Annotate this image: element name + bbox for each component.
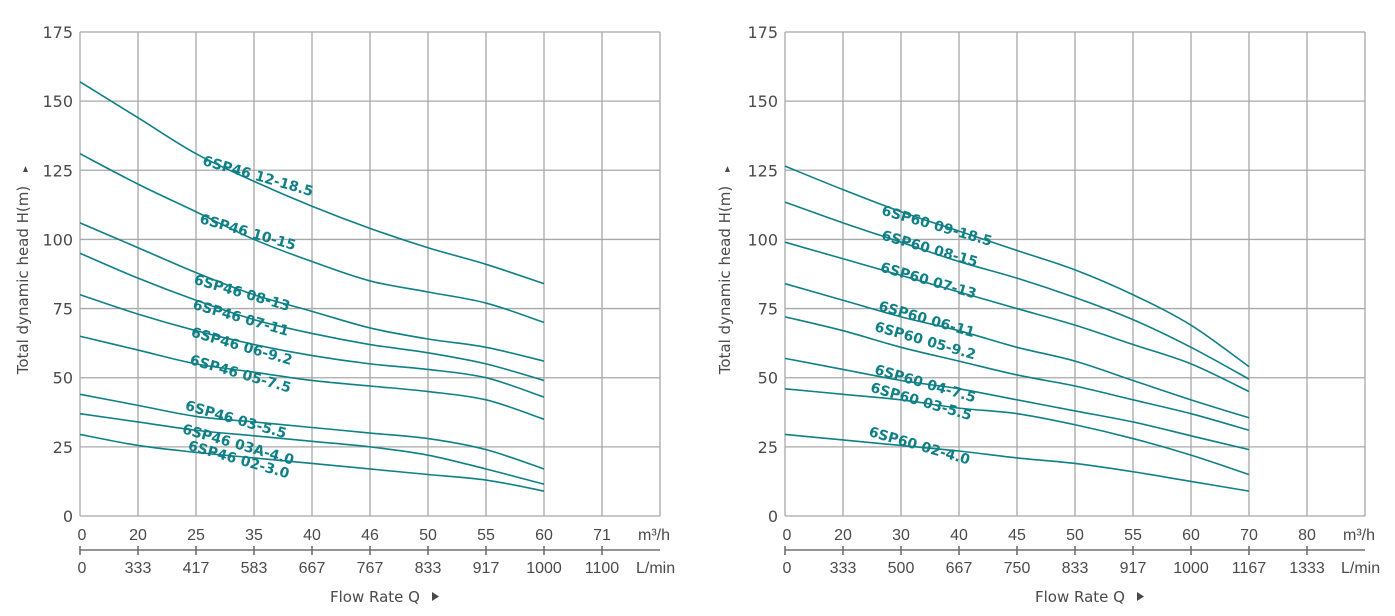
y-axis-title: Total dynamic head H(m) — [716, 186, 734, 376]
y-tick-label: 100 — [42, 230, 73, 249]
y-axis-arrow-icon — [23, 166, 28, 172]
y-tick-label: 25 — [53, 438, 73, 457]
y-tick-label: 125 — [747, 161, 778, 180]
x-tick-label-m3h: 25 — [187, 527, 205, 544]
y-tick-label: 150 — [42, 92, 73, 111]
curve-6sp60-05-9-2 — [784, 316, 1250, 432]
x-tick-label-lmin: 0 — [78, 560, 87, 577]
x-axis-title: Flow Rate Q — [1035, 588, 1125, 606]
x-tick-label-m3h: 20 — [834, 527, 852, 544]
y-axis-arrow-icon — [725, 166, 730, 172]
x-tick-label-lmin: 1000 — [526, 560, 562, 577]
x-tick-label-lmin: 833 — [415, 560, 442, 577]
x-tick-label-lmin: 1000 — [1173, 560, 1209, 577]
x-axis-arrow-icon — [1137, 592, 1144, 601]
x-unit-lmin: L/min — [1341, 560, 1380, 577]
curve-6sp60-08-15 — [784, 201, 1250, 380]
curve-6sp60-09-18-5 — [784, 165, 1250, 368]
x-tick-label-m3h: 35 — [245, 527, 263, 544]
curve-6sp46-05-7-5 — [79, 335, 545, 420]
x-tick-label-m3h: 40 — [303, 527, 321, 544]
x-tick-label-m3h: 70 — [1240, 527, 1258, 544]
y-tick-label: 50 — [758, 369, 778, 388]
x-tick-label-lmin: 583 — [241, 560, 268, 577]
x-tick-label-m3h: 0 — [783, 527, 792, 544]
x-tick-label-lmin: 917 — [473, 560, 500, 577]
curve-6sp60-03-5-5 — [784, 387, 1250, 476]
x-axis-title: Flow Rate Q — [330, 588, 420, 606]
x-tick-label-m3h: 80 — [1298, 527, 1316, 544]
y-tick-label: 50 — [53, 369, 73, 388]
x-tick-label-lmin: 917 — [1120, 560, 1147, 577]
chart-6sp46: 0 25 50 75 100 125 150 175 0 20 25 35 40 46 50 55 60 71 m³… — [14, 23, 675, 606]
chart-6sp60: 0 25 50 75 100 125 150 175 0 20 30 40 45 50 55 60 70 80 m³… — [716, 23, 1380, 606]
x-tick-label-m3h: 45 — [1008, 527, 1026, 544]
curve-6sp46-12-18-5 — [79, 81, 545, 285]
curve-6sp60-07-13 — [784, 241, 1250, 393]
x-tick-label-lmin: 1100 — [585, 560, 620, 577]
x-tick-label-lmin: 0 — [783, 560, 792, 577]
curve-6sp46-03a-4-0 — [79, 412, 545, 485]
x-tick-label-lmin: 1167 — [1232, 560, 1267, 577]
y-tick-label: 175 — [42, 23, 73, 42]
y-tick-label: 125 — [42, 161, 73, 180]
curve-6sp46-08-13 — [79, 222, 545, 362]
curve-6sp60-04-7-5 — [784, 357, 1250, 451]
x-tick-label-m3h: 30 — [892, 527, 910, 544]
x-tick-label-lmin: 667 — [299, 560, 326, 577]
x-tick-label-m3h: 60 — [535, 527, 553, 544]
x-tick-label-m3h: 55 — [477, 527, 495, 544]
curve-6sp46-10-15 — [79, 152, 545, 324]
y-axis-title: Total dynamic head H(m) — [14, 186, 32, 376]
curve-label-6sp46-10-15: 6SP46 10-15 — [198, 211, 298, 254]
curve-6sp46-07-11 — [79, 252, 545, 382]
x-tick-label-lmin: 417 — [183, 560, 210, 577]
curve-6sp60-02-4-0 — [784, 433, 1250, 492]
curve-6sp46-02-3-0 — [79, 433, 545, 492]
x-tick-label-m3h: 46 — [361, 527, 379, 544]
x-axis-arrow-icon — [432, 592, 439, 601]
y-tick-label: 75 — [758, 300, 778, 319]
y-tick-label: 175 — [747, 23, 778, 42]
x-tick-label-m3h: 0 — [78, 527, 87, 544]
curve-label-6sp46-12-18-5: 6SP46 12-18.5 — [201, 153, 315, 200]
x-tick-label-lmin: 333 — [830, 560, 857, 577]
x-tick-label-m3h: 20 — [129, 527, 147, 544]
y-tick-label: 25 — [758, 438, 778, 457]
y-tick-label: 0 — [768, 507, 778, 526]
y-tick-label: 0 — [63, 507, 73, 526]
x-tick-label-lmin: 500 — [888, 560, 915, 577]
curve-6sp46-03-5-5 — [79, 393, 545, 470]
y-tick-label: 75 — [53, 300, 73, 319]
x-unit-lmin: L/min — [636, 560, 675, 577]
x-tick-label-m3h: 40 — [950, 527, 968, 544]
x-tick-label-m3h: 60 — [1182, 527, 1200, 544]
x-tick-label-lmin: 333 — [125, 560, 152, 577]
x-tick-label-m3h: 50 — [1066, 527, 1084, 544]
x-tick-label-lmin: 667 — [946, 560, 973, 577]
x-tick-label-m3h: 71 — [593, 527, 611, 544]
y-tick-label: 100 — [747, 230, 778, 249]
curve-6sp46-06-9-2 — [79, 293, 545, 398]
x-tick-label-m3h: 50 — [419, 527, 437, 544]
curve-6sp60-06-11 — [784, 282, 1250, 419]
x-tick-label-m3h: 55 — [1124, 527, 1142, 544]
x-tick-label-lmin: 767 — [357, 560, 384, 577]
x-tick-label-lmin: 1333 — [1289, 560, 1325, 577]
x-tick-label-lmin: 750 — [1004, 560, 1031, 577]
y-tick-label: 150 — [747, 92, 778, 111]
x-unit-m3h: m³/h — [1343, 527, 1375, 544]
x-unit-m3h: m³/h — [638, 527, 670, 544]
x-tick-label-lmin: 833 — [1062, 560, 1089, 577]
